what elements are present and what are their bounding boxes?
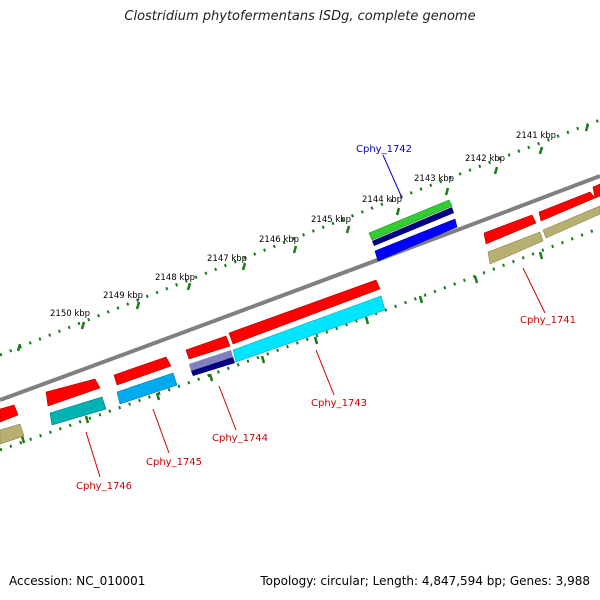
cyan-feature [232, 295, 386, 363]
gene-labels: Cphy_1742 Cphy_1741 Cphy_1743 Cphy_1744 … [76, 144, 576, 492]
navy-feature [191, 357, 235, 376]
scale-label: 2145 kbp [311, 215, 351, 225]
scale-label: 2144 kbp [362, 195, 402, 205]
connector-line [522, 267, 546, 314]
gene-label: Cphy_1744 [212, 433, 268, 444]
cds-arrow [228, 279, 381, 345]
outer-scale-arc [0, 118, 600, 357]
connector-line [152, 408, 170, 454]
scale-label: 2146 kbp [259, 235, 299, 245]
cds-arrow [538, 191, 596, 222]
sky-feature [116, 372, 178, 405]
inner-features [0, 205, 600, 445]
scale-label: 2150 kbp [50, 309, 90, 319]
cds-arrow [113, 356, 172, 386]
connector-line [382, 154, 403, 199]
scale-label: 2142 kbp [465, 154, 505, 164]
genome-title: Clostridium phytofermentans ISDg, comple… [124, 9, 476, 24]
scale-label: 2149 kbp [103, 291, 143, 301]
inner-major-ticks [20, 251, 544, 444]
genome-info-text: Topology: circular; Length: 4,847,594 bp… [260, 574, 590, 588]
green-feature [368, 199, 453, 241]
accession-text: Accession: NC_010001 [9, 574, 146, 588]
olive-feature [487, 231, 544, 265]
gene-label: Cphy_1741 [520, 315, 576, 326]
teal-feature [49, 396, 107, 426]
outer-major-ticks [16, 123, 590, 352]
scale-label: 2143 kbp [414, 174, 454, 184]
connector-line [315, 349, 335, 396]
navy-feature [372, 207, 454, 246]
cds-arrow [45, 378, 101, 407]
label-connectors [85, 154, 546, 478]
gene-label: Cphy_1745 [146, 457, 202, 468]
outer-features [368, 199, 458, 262]
cds-arrow [0, 404, 19, 423]
connector-line [85, 431, 101, 478]
scale-label: 2141 kbp [516, 131, 556, 141]
connector-line [218, 385, 237, 431]
gene-label: Cphy_1743 [311, 398, 367, 409]
scale-label: 2147 kbp [207, 254, 247, 264]
olive-feature [542, 205, 600, 239]
cds-arrow [185, 335, 231, 360]
blue-feature [374, 218, 458, 262]
cds-arrow [592, 183, 600, 199]
cds-row [0, 183, 600, 423]
slate-feature [189, 350, 233, 371]
genome-backbone [0, 174, 600, 402]
cds-arrow [483, 214, 537, 245]
gene-label: Cphy_1742 [356, 144, 412, 155]
gene-label: Cphy_1746 [76, 481, 132, 492]
olive-feature [0, 423, 25, 445]
scale-label: 2148 kbp [155, 273, 195, 283]
scale-labels: 2141 kbp 2142 kbp 2143 kbp 2144 kbp 2145… [50, 131, 556, 319]
